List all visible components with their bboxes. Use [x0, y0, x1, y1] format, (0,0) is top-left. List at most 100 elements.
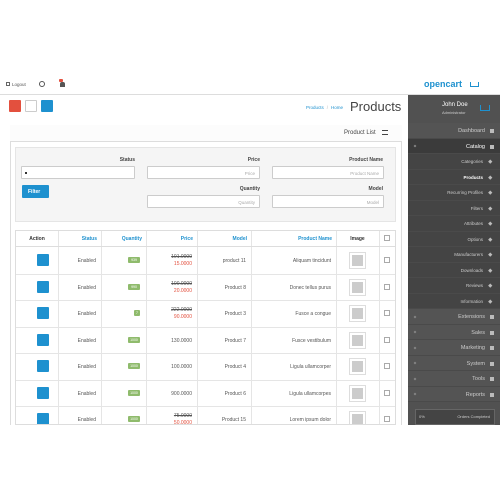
delete-button[interactable]: [9, 100, 21, 112]
menu-label[interactable]: Information: [460, 298, 483, 304]
copy-button[interactable]: [25, 100, 37, 112]
crumb[interactable]: Home: [331, 105, 344, 110]
menu-label[interactable]: Extensions: [458, 314, 485, 320]
edit-button[interactable]: [37, 413, 49, 424]
column-header[interactable]: Quantity: [121, 236, 142, 242]
menu-item[interactable]: Information: [408, 293, 500, 309]
menu-icon: [490, 377, 494, 381]
menu-icon: [487, 159, 492, 164]
column-header[interactable]: Price: [180, 236, 193, 242]
logout-link[interactable]: Logout: [12, 81, 26, 87]
row-rule: [16, 326, 395, 328]
menu-label[interactable]: Dashboard: [458, 128, 485, 134]
filter-input[interactable]: Product Name: [272, 166, 384, 179]
menu-label[interactable]: System: [466, 360, 485, 367]
column-header[interactable]: Model: [232, 236, 247, 242]
quantity-badge: 939: [128, 257, 140, 263]
model: Product 7: [224, 337, 246, 344]
bell-icon[interactable]: [60, 82, 65, 87]
menu-label[interactable]: Manufacturers: [454, 252, 483, 257]
select-all[interactable]: [384, 235, 390, 241]
row-checkbox[interactable]: [384, 363, 390, 369]
edit-button[interactable]: [37, 360, 49, 372]
add-button[interactable]: [41, 100, 53, 112]
menu-label[interactable]: Marketing: [460, 345, 485, 351]
list-icon: [382, 130, 388, 135]
menu-item[interactable]: Manufacturers: [408, 247, 500, 263]
model: Product 15: [221, 417, 246, 423]
column-header[interactable]: Status: [81, 236, 97, 242]
menu-item[interactable]: Extensions: [408, 309, 500, 325]
menu-item[interactable]: Attributes: [408, 216, 500, 232]
product-name: Ligula ullamcorpes: [289, 390, 331, 397]
menu-item[interactable]: Filters: [408, 200, 500, 216]
top-bar: [0, 75, 500, 95]
menu-label[interactable]: Reviews: [465, 283, 483, 288]
placeholder: Product Name: [350, 171, 379, 176]
menu-item[interactable]: Downloads: [408, 262, 500, 278]
menu-item[interactable]: Dashboard: [408, 123, 500, 139]
row-checkbox[interactable]: [384, 336, 390, 343]
status: Enabled: [77, 337, 96, 344]
menu-item[interactable]: Catalog: [408, 138, 500, 154]
menu-label[interactable]: Catalog: [466, 143, 485, 150]
menu-icon: [487, 221, 492, 226]
row-checkbox[interactable]: [384, 310, 390, 316]
filter-input[interactable]: Model: [272, 195, 384, 208]
menu-item[interactable]: Marketing: [408, 340, 500, 356]
menu-item[interactable]: Reviews: [408, 278, 500, 294]
filter-button[interactable]: Filter: [22, 185, 49, 198]
filter-input[interactable]: [21, 166, 135, 179]
row-checkbox[interactable]: [384, 389, 390, 396]
crumb[interactable]: Products: [306, 105, 324, 110]
status: Enabled: [77, 258, 96, 264]
edit-button[interactable]: [37, 386, 49, 399]
menu-icon: [487, 252, 492, 257]
row-checkbox[interactable]: [384, 257, 390, 263]
old-price: 100.0000: [171, 280, 192, 287]
help-icon[interactable]: [39, 81, 45, 87]
product-image: [349, 278, 366, 296]
menu-item[interactable]: Tools: [408, 371, 500, 387]
quantity-badge: 1000: [128, 389, 140, 396]
row-checkbox[interactable]: [384, 416, 390, 422]
col-divider: [58, 231, 59, 424]
panel-title: Product List: [344, 130, 376, 136]
menu-label[interactable]: Tools: [472, 376, 485, 382]
edit-button[interactable]: [37, 254, 49, 266]
column-header[interactable]: Product Name: [298, 236, 332, 242]
menu-label[interactable]: Products: [463, 174, 483, 180]
menu-item[interactable]: Products: [408, 169, 500, 185]
menu-icon: [487, 283, 492, 288]
filter-input[interactable]: Price: [147, 166, 260, 179]
status: Enabled: [77, 311, 96, 317]
menu-label[interactable]: Reports: [465, 391, 485, 398]
edit-button[interactable]: [37, 307, 49, 319]
header-rule: [16, 246, 395, 247]
edit-button[interactable]: [37, 333, 49, 346]
menu-item[interactable]: Categories: [408, 154, 500, 170]
filter-area: Status Price Product Name Quantity Model Pric…: [21, 157, 384, 208]
row-checkbox[interactable]: [384, 283, 390, 290]
product-name: Ligula ullamcorper: [290, 364, 331, 370]
special-price: 90.0000: [173, 314, 192, 320]
menu-label[interactable]: Downloads: [460, 267, 483, 273]
menu-label[interactable]: Recurring Profiles: [447, 190, 483, 195]
menu-label[interactable]: Sales: [471, 329, 485, 336]
menu-item[interactable]: Recurring Profiles: [408, 185, 500, 201]
filter-input[interactable]: Quantity: [147, 195, 260, 208]
menu-label[interactable]: Attributes: [463, 221, 483, 226]
menu-label[interactable]: Options: [467, 236, 483, 242]
menu-item[interactable]: Reports: [408, 386, 500, 402]
menu-item[interactable]: Sales: [408, 324, 500, 340]
sidebar: John Doe Administrator Dashboard Catalog Cat…: [408, 95, 500, 425]
panel-header: [10, 125, 402, 142]
menu-label[interactable]: Categories: [461, 159, 483, 164]
filter-label: Quantity: [239, 186, 260, 192]
edit-button[interactable]: [37, 280, 49, 293]
row-rule: [16, 273, 395, 275]
filter-button-label[interactable]: Filter: [28, 189, 41, 195]
menu-label[interactable]: Filters: [470, 205, 483, 211]
menu-item[interactable]: System: [408, 355, 500, 371]
menu-item[interactable]: Options: [408, 231, 500, 247]
